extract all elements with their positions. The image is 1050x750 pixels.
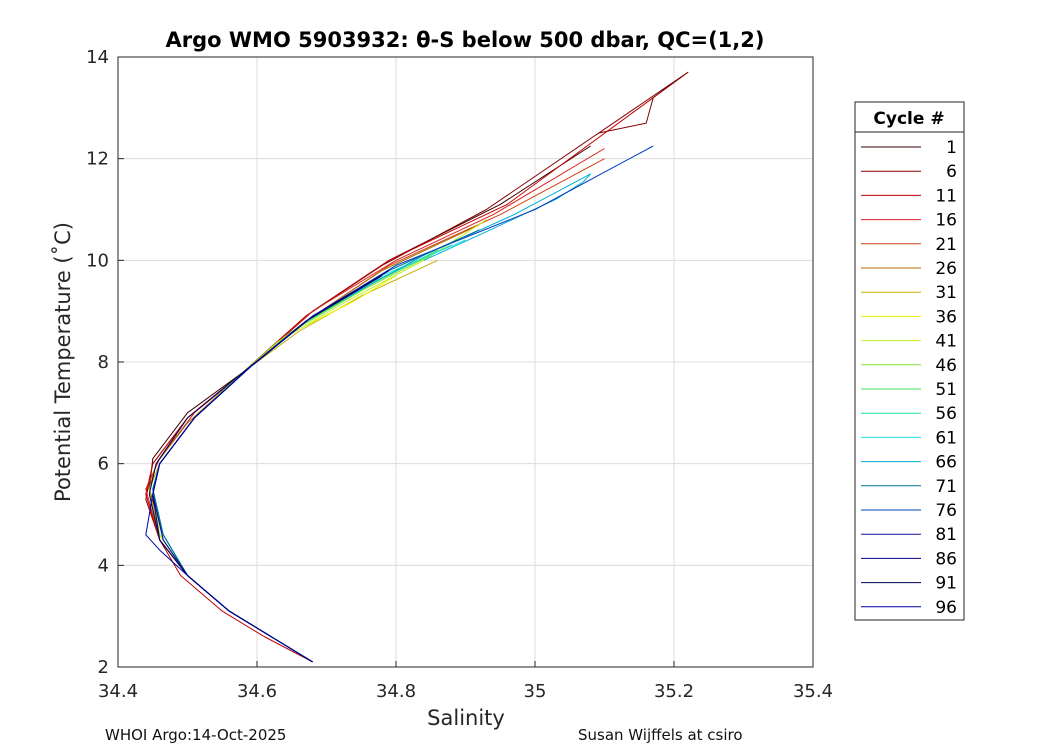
x-tick-label: 34.6 — [237, 681, 277, 702]
legend-entry-label: 51 — [935, 380, 957, 400]
series-line-cycle-96 — [145, 270, 390, 663]
legend-entry-label: 36 — [935, 307, 957, 327]
legend-entry-label: 46 — [935, 356, 957, 376]
y-tick-label: 4 — [98, 555, 109, 576]
legend-entry-label: 16 — [935, 211, 957, 231]
legend-entry-label: 41 — [935, 332, 957, 352]
x-tick-label: 34.8 — [376, 681, 416, 702]
series-line-cycle-91 — [148, 275, 383, 663]
legend-entry-label: 66 — [935, 453, 957, 473]
series-line-cycle-61 — [152, 239, 466, 663]
grid-lines — [117, 56, 814, 668]
series-line-cycle-66 — [152, 173, 592, 663]
series-line-cycle-11 — [145, 97, 654, 663]
legend-entry-label: 21 — [935, 235, 957, 255]
x-tick-label: 35 — [524, 681, 547, 702]
y-tick-label: 2 — [98, 657, 109, 678]
legend: Cycle # 16111621263136414651566166717681… — [854, 101, 965, 621]
x-tick-label: 34.4 — [98, 681, 138, 702]
legend-entry-label: 26 — [935, 259, 957, 279]
series-line-cycle-21 — [148, 158, 605, 663]
series-line-cycle-86 — [152, 270, 390, 663]
series-line-cycle-6 — [145, 71, 689, 663]
series-line-cycle-81 — [152, 270, 390, 663]
chart-title: Argo WMO 5903932: θ-S below 500 dbar, QC… — [166, 28, 765, 52]
legend-entry-label: 56 — [935, 404, 957, 424]
legend-entry-label: 86 — [935, 549, 957, 569]
y-tick-label: 6 — [98, 454, 109, 475]
y-tick-label: 8 — [98, 352, 109, 373]
series-line-cycle-26 — [148, 224, 480, 663]
footer-date-credit: WHOI Argo:14-Oct-2025 — [105, 726, 287, 744]
footer-author-credit: Susan Wijffels at csiro — [578, 726, 743, 744]
legend-entry-label: 81 — [935, 525, 957, 545]
x-tick-label: 35.4 — [793, 681, 833, 702]
y-tick-label: 10 — [86, 250, 109, 271]
series-line-cycle-76 — [152, 145, 654, 663]
legend-entry-label: 91 — [935, 574, 957, 594]
y-axis-label: Potential Temperature (˚C) — [51, 222, 75, 502]
legend-entry-label: 71 — [935, 477, 957, 497]
legend-box — [854, 101, 965, 621]
legend-entry-label: 6 — [946, 162, 957, 182]
y-tick-label: 14 — [86, 47, 109, 68]
series-line-cycle-1 — [148, 145, 591, 663]
series-line-cycle-51 — [152, 249, 438, 663]
series-layer — [145, 71, 689, 663]
legend-entry-label: 96 — [935, 598, 957, 618]
series-line-cycle-71 — [152, 229, 480, 663]
series-line-cycle-36 — [152, 275, 397, 663]
legend-entry-label: 61 — [935, 428, 957, 448]
x-tick-label: 35.2 — [654, 681, 694, 702]
legend-entry-label: 11 — [935, 186, 957, 206]
legend-entry-label: 31 — [935, 283, 957, 303]
x-axis-label: Salinity — [427, 706, 505, 730]
legend-entry-label: 1 — [946, 138, 957, 158]
legend-entry-label: 76 — [935, 501, 957, 521]
tick-labels: 34.4 34.6 34.8 35 35.2 35.4 2 4 6 8 10 12 14 — [86, 47, 833, 702]
y-tick-label: 12 — [86, 149, 109, 170]
series-line-cycle-46 — [152, 254, 432, 663]
series-line-cycle-31 — [148, 259, 438, 663]
series-line-cycle-56 — [152, 244, 452, 663]
legend-title: Cycle # — [873, 109, 944, 129]
series-line-cycle-16 — [145, 148, 605, 663]
series-line-cycle-41 — [152, 219, 487, 663]
